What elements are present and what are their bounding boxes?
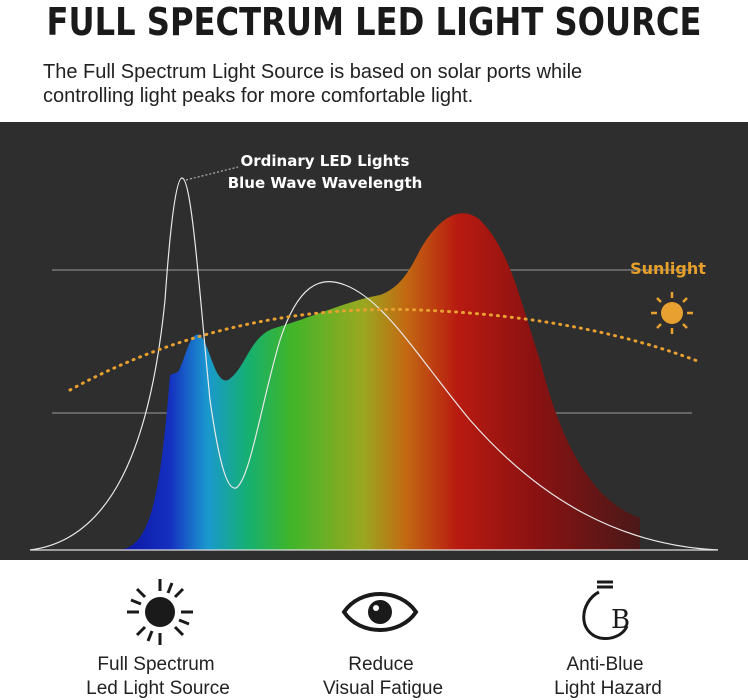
feature-label: Light Hazard bbox=[554, 678, 662, 699]
spectrum bbox=[118, 213, 640, 550]
sunlight-curve bbox=[68, 307, 702, 392]
sun-feature-icon bbox=[127, 579, 193, 645]
led-curve bbox=[29, 177, 719, 551]
sun-label: Sunlight bbox=[630, 259, 706, 278]
feature-label: Anti-Blue bbox=[566, 654, 643, 675]
subtitle: The Full Spectrum Light Source is based … bbox=[43, 61, 582, 83]
bulb-icon: B bbox=[582, 580, 630, 640]
led-label: Ordinary LED Lights bbox=[241, 152, 410, 170]
led-label: Blue Wave Wavelength bbox=[228, 174, 423, 192]
svg-text:B: B bbox=[611, 605, 630, 635]
sun-icon bbox=[651, 292, 693, 334]
feature-label: Visual Fatigue bbox=[323, 678, 443, 699]
title: FULL SPECTRUM LED LIGHT SOURCE bbox=[47, 0, 702, 44]
feature-label: Led Light Source bbox=[86, 678, 230, 699]
leader bbox=[185, 166, 239, 181]
subtitle: controlling light peaks for more comfort… bbox=[43, 85, 473, 107]
feature-label: Full Spectrum bbox=[97, 654, 214, 675]
eye-icon bbox=[341, 592, 419, 632]
feature-label: Reduce bbox=[348, 654, 414, 675]
